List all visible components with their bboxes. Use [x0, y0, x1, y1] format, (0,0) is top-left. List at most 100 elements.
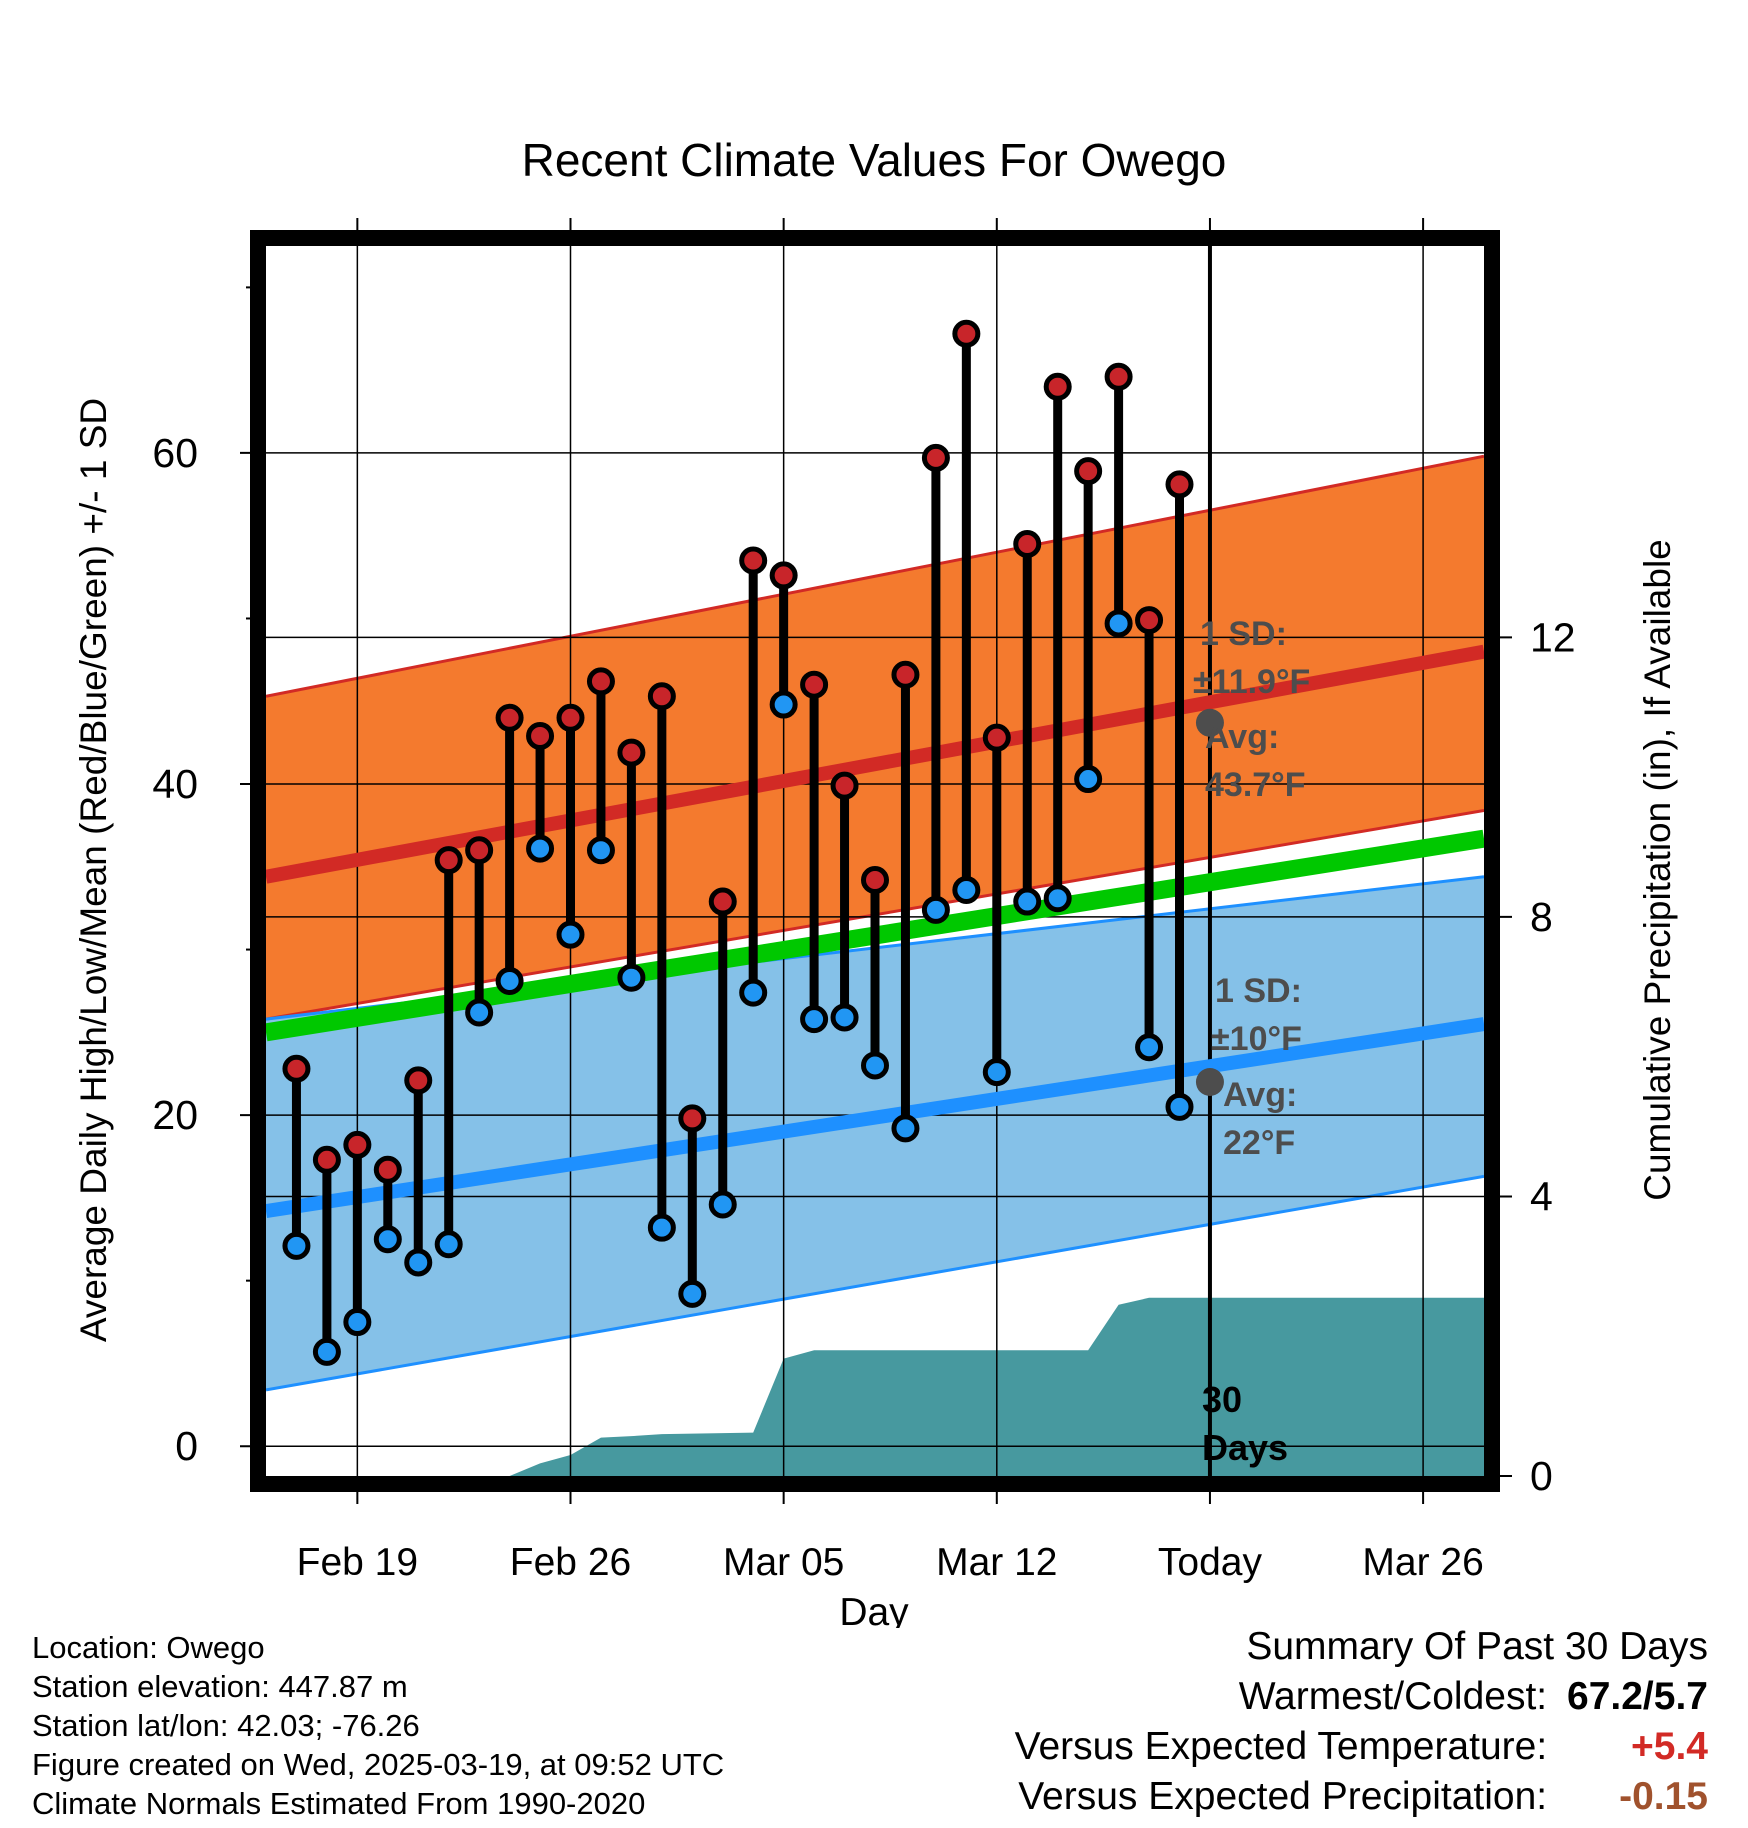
low-temp-dot	[830, 1003, 859, 1032]
high-sd-label: 1 SD:	[1200, 615, 1287, 653]
x-tick-label: Mar 05	[723, 1541, 844, 1584]
high-temp-dot	[861, 866, 889, 895]
low-avg-label: Avg:	[1223, 1076, 1297, 1114]
location-text: Location: Owego	[32, 1630, 265, 1665]
chart-title: Recent Climate Values For Owego	[522, 134, 1227, 186]
low-temp-dot	[800, 1005, 829, 1034]
high-temp-dot	[617, 738, 646, 767]
low-temp-dot	[343, 1308, 372, 1337]
temp-value: +5.4	[1631, 1725, 1708, 1768]
high-temp-dot	[739, 546, 768, 575]
high-temp-dot	[373, 1155, 402, 1184]
high-temp-dot	[586, 667, 615, 696]
low-avg-value: 22°F	[1223, 1124, 1295, 1162]
y-tick-label: 60	[152, 430, 198, 476]
summary-temp-row: Versus Expected Temperature: +5.4	[1015, 1722, 1708, 1772]
low-temp-dot	[1135, 1033, 1164, 1062]
high-temp-dot	[769, 561, 798, 590]
low-temp-dot	[1043, 884, 1072, 913]
x-tick-label: Feb 19	[297, 1541, 418, 1584]
low-temp-dot	[769, 690, 798, 719]
warm-label: Warmest/Coldest:	[1238, 1675, 1548, 1718]
low-temp-dot	[617, 963, 646, 992]
high-temp-dot	[647, 682, 676, 711]
high-temp-dot	[434, 846, 463, 875]
climate-chart: Recent Climate Values For Owego 1 SD: ±11…	[73, 134, 1678, 1628]
high-normal-line	[266, 644, 1484, 884]
low-temp-dot	[312, 1337, 341, 1366]
low-temp-dot	[404, 1248, 433, 1277]
low-temp-dot	[1074, 765, 1103, 794]
y2-tick-label: 8	[1530, 894, 1553, 940]
low-temp-dot	[465, 998, 494, 1027]
summary-precip-row: Versus Expected Precipitation: -0.15	[1015, 1772, 1708, 1822]
plot-frame	[250, 230, 1500, 1492]
high-avg-marker	[1195, 708, 1224, 737]
low-temp-dot	[921, 895, 950, 924]
low-temp-dot	[495, 967, 524, 996]
summary-warm-row: Warmest/Coldest: 67.2/5.7	[1015, 1672, 1708, 1722]
station-info: Location: Owego Station elevation: 447.8…	[32, 1628, 724, 1823]
high-temp-dot	[1013, 529, 1042, 558]
high-temp-dot	[526, 722, 555, 751]
low-temp-dot	[1013, 887, 1042, 916]
precip-area	[266, 1297, 1484, 1476]
high-temp-dot	[343, 1130, 372, 1159]
low-temp-dot	[526, 834, 555, 863]
high-temp-dot	[921, 443, 950, 472]
x-tick-label: Mar 26	[1362, 1541, 1483, 1584]
x-tick-label: Mar 12	[936, 1541, 1057, 1584]
low-sd-label: 1 SD:	[1215, 972, 1302, 1010]
high-temp-dot	[800, 670, 829, 699]
low-temp-dot	[1104, 609, 1133, 638]
low-temp-dot	[952, 875, 981, 904]
elevation-text: Station elevation: 447.87 m	[32, 1669, 408, 1704]
high-temp-dot	[1074, 457, 1103, 486]
low-temp-dot	[647, 1213, 676, 1242]
days-label-number: 30	[1202, 1379, 1242, 1420]
y-tick-label: 0	[175, 1423, 198, 1469]
precip-value: -0.15	[1619, 1775, 1708, 1818]
low-temp-dot	[678, 1279, 707, 1308]
high-temp-dot	[708, 887, 737, 916]
high-temp-dot	[556, 703, 585, 732]
low-temp-dot	[434, 1230, 463, 1259]
low-temp-dot	[556, 920, 585, 949]
high-temp-dot	[495, 703, 524, 732]
high-avg-value: 43.7°F	[1205, 766, 1306, 804]
normals-text: Climate Normals Estimated From 1990-2020	[32, 1786, 646, 1821]
y2-tick-label: 0	[1530, 1453, 1553, 1499]
low-sd-value: ±10°F	[1211, 1020, 1302, 1058]
high-sd-value: ±11.9°F	[1193, 663, 1310, 701]
y2-tick-label: 4	[1530, 1173, 1553, 1219]
y2-axis-label: Cumulative Precipitation (in), If Availa…	[1637, 539, 1678, 1201]
plot-area: 1 SD: ±11.9°F Avg: 43.7°F 1 SD: ±10°F Avg: 22°F…	[152, 218, 1576, 1584]
low-temp-dot	[373, 1225, 402, 1254]
high-temp-dot	[1104, 362, 1133, 391]
low-temp-dot	[982, 1058, 1011, 1087]
precip-label: Versus Expected Precipitation:	[1018, 1775, 1548, 1818]
low-temp-dot	[739, 978, 768, 1007]
temp-label: Versus Expected Temperature:	[1014, 1725, 1548, 1768]
low-temp-dot	[708, 1190, 737, 1219]
high-temp-dot	[830, 771, 859, 800]
y-tick-label: 20	[152, 1092, 198, 1138]
high-temp-dot	[678, 1104, 707, 1133]
high-avg-label: Avg:	[1205, 718, 1279, 756]
high-temp-dot	[282, 1054, 311, 1083]
warm-value: 67.2/5.7	[1567, 1675, 1708, 1718]
y-tick-label: 40	[152, 761, 198, 807]
summary-panel: Summary Of Past 30 Days Warmest/Coldest:…	[1015, 1622, 1708, 1822]
low-temp-dot	[891, 1114, 920, 1143]
high-temp-dot	[312, 1145, 341, 1174]
x-tick-label: Today	[1158, 1541, 1263, 1584]
high-temp-dot	[1135, 606, 1164, 635]
latlon-text: Station lat/lon: 42.03; -76.26	[32, 1708, 420, 1743]
high-temp-dot	[1165, 470, 1194, 499]
summary-title: Summary Of Past 30 Days	[1246, 1625, 1708, 1668]
low-normal-line	[266, 1017, 1484, 1219]
low-temp-dot	[586, 836, 615, 865]
y2-tick-label: 12	[1530, 614, 1576, 660]
y-axis-label: Average Daily High/Low/Mean (Red/Blue/Gr…	[73, 398, 114, 1342]
high-temp-dot	[1043, 372, 1072, 401]
